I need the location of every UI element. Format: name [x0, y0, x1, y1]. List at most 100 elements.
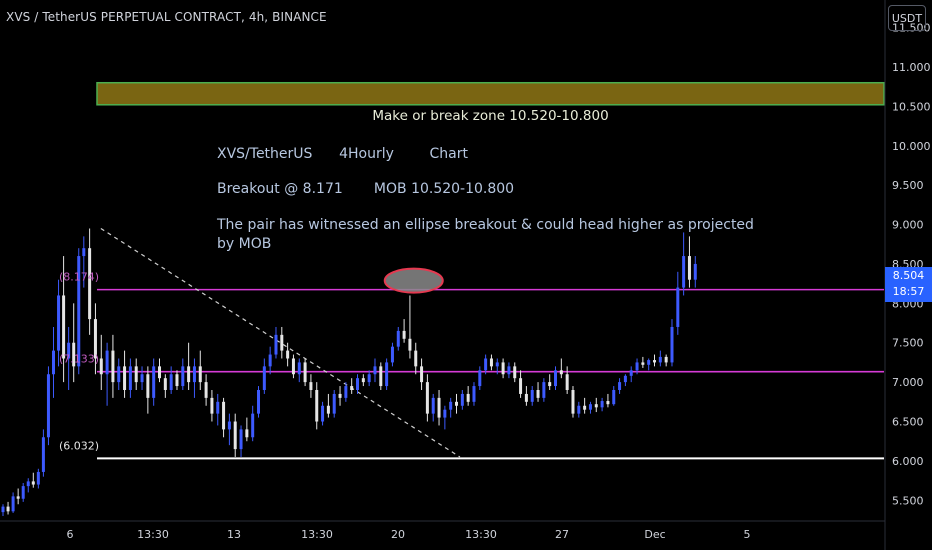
candle-33 [181, 358, 185, 390]
candle-body-108 [618, 382, 622, 390]
candle-100 [571, 386, 575, 418]
candle-body-37 [204, 382, 208, 398]
x-tick-label-5: 13:30 [465, 528, 497, 541]
time-axis[interactable]: 6 13:30 13 13:30 20 13:30 27 Dec 5 [67, 528, 751, 541]
candle-105 [600, 397, 604, 412]
currency-button[interactable]: USDT [888, 5, 926, 31]
candle-24 [128, 358, 132, 398]
candle-120 [687, 236, 691, 288]
candle-body-101 [577, 405, 581, 414]
candle-61 [344, 382, 348, 402]
candle-46 [257, 386, 261, 418]
candle-body-38 [210, 397, 214, 414]
candle-body-109 [623, 375, 627, 383]
candle-7 [36, 468, 40, 489]
candle-body-117 [670, 326, 674, 363]
candle-27 [146, 366, 150, 414]
candle-body-12 [62, 295, 66, 359]
candle-body-30 [163, 378, 167, 390]
candle-body-35 [192, 366, 196, 383]
candle-body-73 [414, 350, 418, 367]
candle-34 [187, 342, 191, 390]
candle-body-41 [227, 421, 231, 430]
candle-19 [99, 334, 103, 390]
candle-9 [46, 366, 50, 446]
candle-63 [356, 374, 360, 394]
candle-body-43 [239, 429, 243, 450]
candle-79 [449, 397, 453, 418]
candle-20 [105, 342, 109, 406]
candle-86 [489, 354, 493, 371]
candle-body-57 [321, 405, 325, 422]
candle-93 [530, 386, 534, 406]
candle-108 [618, 378, 622, 394]
candle-body-78 [443, 409, 447, 418]
candle-body-70 [396, 330, 400, 347]
candle-60 [338, 386, 342, 406]
levels-layer [97, 288, 884, 460]
candle-body-42 [233, 421, 237, 450]
candle-18 [93, 303, 97, 375]
candle-97 [554, 366, 558, 390]
candle-body-49 [274, 334, 278, 355]
candle-23 [123, 350, 127, 398]
level-label-1: (7.133) [59, 353, 99, 366]
candle-body-62 [350, 386, 354, 390]
candle-body-25 [134, 366, 138, 383]
candle-body-96 [548, 382, 552, 387]
candle-29 [158, 358, 162, 383]
candle-body-92 [524, 393, 528, 402]
y-tick-label-9: 10.000 [892, 140, 931, 153]
candle-107 [612, 386, 616, 406]
candle-body-10 [52, 350, 55, 375]
candle-114 [653, 354, 657, 367]
candle-body-58 [326, 405, 330, 414]
make-or-break-zone [96, 81, 885, 106]
candle-119 [682, 232, 686, 296]
candle-body-47 [262, 366, 266, 390]
level-labels: (8.174) (7.133) (6.032) [59, 271, 99, 453]
candle-91 [519, 370, 523, 398]
candle-body-86 [489, 358, 493, 367]
candle-51 [286, 342, 290, 367]
candle-75 [425, 374, 429, 422]
candle-94 [536, 382, 540, 402]
candle-body-39 [216, 401, 220, 414]
candle-body-60 [338, 393, 342, 398]
candle-body-26 [140, 374, 144, 383]
candle-98 [559, 358, 563, 379]
candle-4 [21, 482, 25, 502]
candle-78 [443, 405, 447, 430]
candle-body-64 [361, 378, 365, 383]
candle-body-59 [332, 393, 336, 414]
y-tick-label-7: 9.000 [892, 219, 924, 232]
candle-body-55 [309, 382, 313, 390]
candle-body-16 [82, 248, 86, 257]
candle-body-5 [26, 481, 30, 487]
candle-body-79 [449, 401, 453, 410]
candle-body-74 [420, 366, 424, 383]
candle-85 [484, 354, 488, 375]
candle-body-72 [408, 338, 412, 351]
candle-76 [431, 393, 435, 422]
candle-body-91 [519, 378, 523, 394]
candle-body-66 [373, 366, 377, 375]
candle-body-33 [181, 366, 185, 387]
note-line-1: XVS/TetherUS 4Hourly Chart [217, 146, 469, 162]
y-tick-label-10: 10.500 [892, 100, 931, 113]
candle-body-18 [93, 319, 97, 359]
ellipse-layer [383, 267, 444, 294]
y-tick-label-8: 9.500 [892, 179, 924, 192]
candle-body-13 [67, 342, 71, 359]
candle-body-83 [472, 386, 476, 402]
candle-body-116 [664, 356, 668, 363]
candle-112 [641, 356, 645, 368]
candle-67 [379, 362, 383, 390]
candle-body-107 [612, 390, 616, 405]
candle-body-11 [57, 295, 61, 351]
candle-body-48 [268, 354, 272, 367]
candle-95 [542, 378, 546, 402]
candle-body-24 [128, 366, 132, 390]
candle-body-85 [484, 358, 488, 371]
